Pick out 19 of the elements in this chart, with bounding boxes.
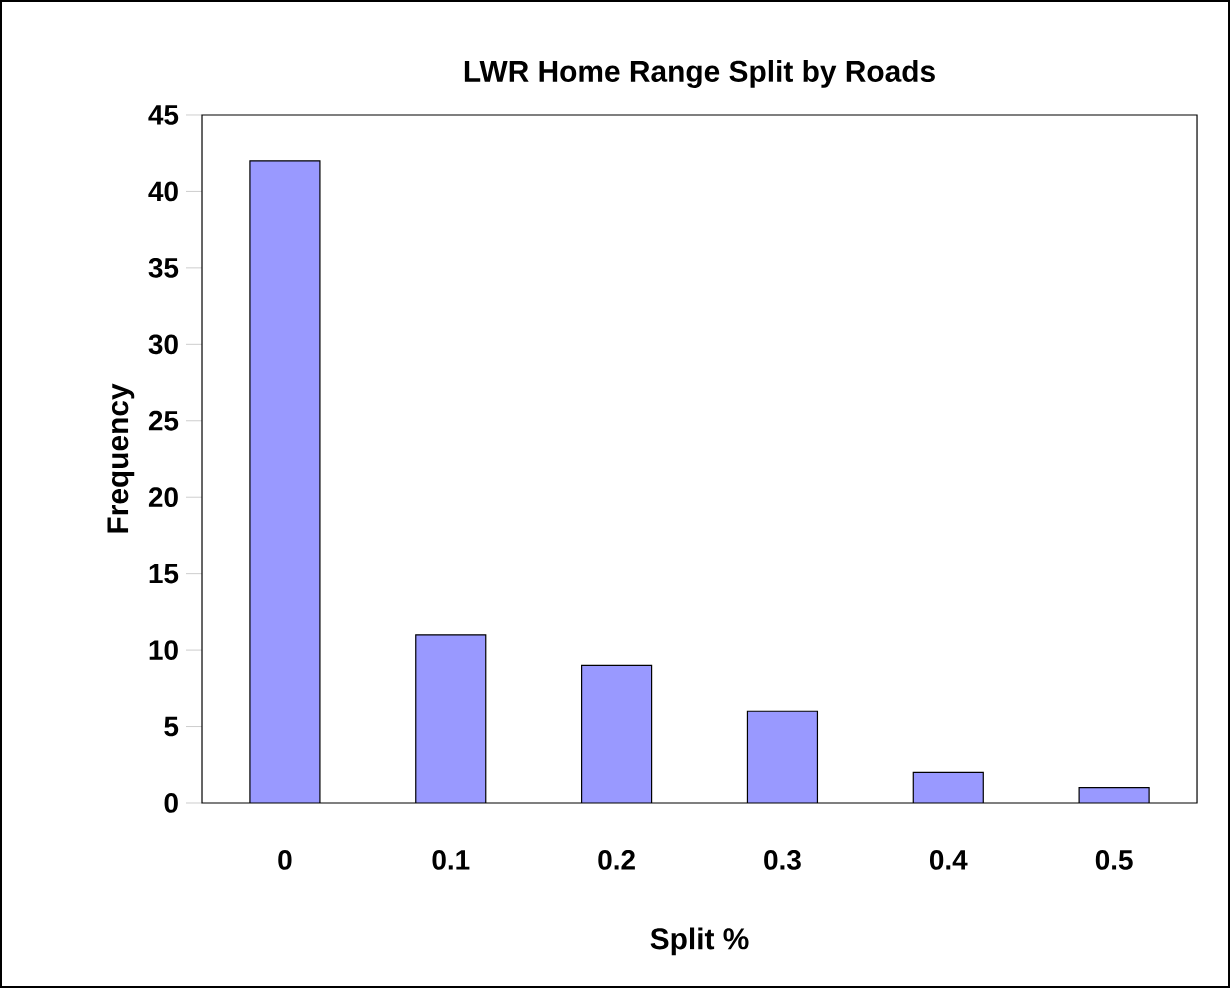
y-tick-label: 15 [149,563,179,584]
x-tick-label: 0 [278,850,292,870]
x-tick-label: 0.3 [764,850,801,870]
y-tick-label: 45 [148,105,179,125]
x-axis-title: Split % [650,927,749,956]
x-tick-label: 0.1 [432,850,470,870]
y-tick-label: 25 [148,410,179,431]
chart-title: LWR Home Range Split by Roads [464,60,935,88]
x-tick-label: 0.2 [598,850,635,870]
x-tick-label: 0.5 [1095,850,1133,870]
x-tick-label: 0.4 [929,850,968,870]
y-tick-label: 5 [164,716,179,737]
y-tick-label: 0 [164,793,178,813]
y-tick-label: 40 [148,181,178,202]
y-tick-label: 35 [148,257,179,278]
y-axis-title: Frequency [107,383,135,533]
y-tick-label: 10 [149,640,178,660]
y-tick-label: 20 [148,487,178,508]
y-tick-label: 30 [148,334,178,355]
